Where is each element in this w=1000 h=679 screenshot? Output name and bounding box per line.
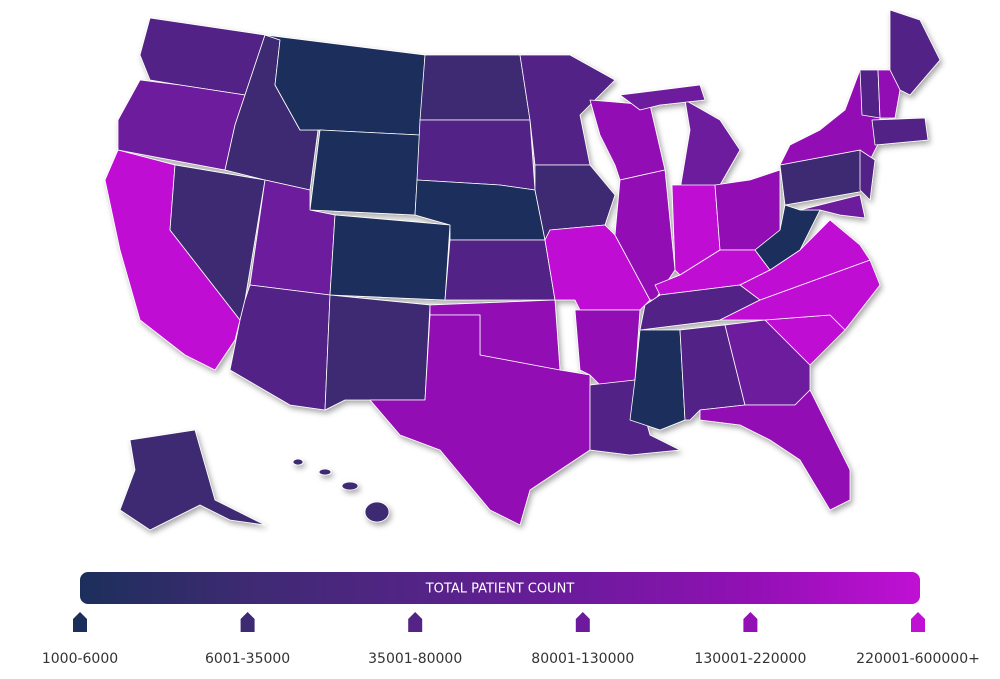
legend-marker [240,612,255,632]
legend-label: 80001-130000 [531,651,634,667]
state [369,314,591,526]
state [519,54,616,166]
state [419,54,531,121]
legend-label: 1000-6000 [42,651,118,667]
state [119,429,266,531]
state [679,99,741,191]
state [739,219,871,301]
state [341,481,359,491]
legend-marker [575,612,590,632]
state [324,294,431,411]
legend-marker [911,612,925,632]
state [877,69,901,119]
state [629,329,686,431]
state [444,239,556,301]
state [859,149,876,201]
state [229,284,331,411]
state [329,214,451,301]
state [619,84,706,111]
state [318,468,332,476]
legend: TOTAL PATIENT COUNT 1000-6000 6001-35000 3… [42,572,980,667]
state [799,194,866,219]
legend-marker [408,612,423,632]
legend-title: TOTAL PATIENT COUNT [425,582,575,597]
legend-marker [73,612,87,632]
legend-label: 6001-35000 [205,651,290,667]
state [889,9,941,96]
legend-marker [743,612,758,632]
state [364,501,390,523]
legend-bar [80,572,920,604]
us-map [104,9,941,531]
legend-label: 130001-220000 [694,651,806,667]
state [859,69,881,119]
state [416,119,536,191]
state [719,259,881,331]
state [292,458,304,466]
state [309,129,421,216]
state [699,389,851,511]
state [871,117,929,146]
state [589,99,666,181]
legend-label: 220001-600000+ [856,651,980,667]
legend-label: 35001-80000 [368,651,462,667]
